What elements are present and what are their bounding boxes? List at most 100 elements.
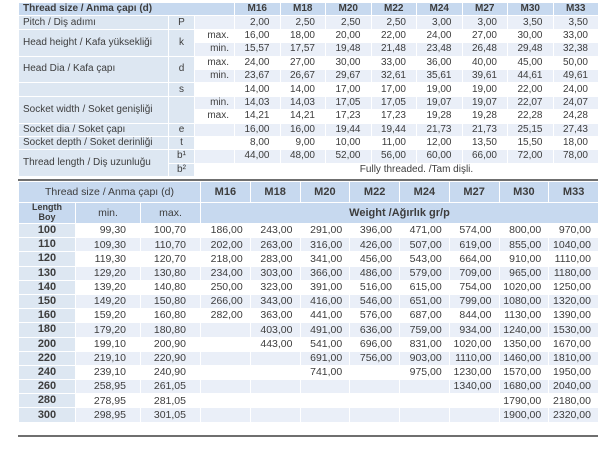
weight-value: 1130,00: [498, 308, 550, 324]
spec-symbol: t: [168, 135, 195, 151]
spec-value: 33,00: [370, 55, 417, 70]
spec-row: Head height / Kafa yüksekliği k max. 16,00 1…: [18, 28, 599, 57]
spec-value: 8,00: [234, 135, 281, 151]
size-header: M24: [399, 181, 450, 203]
weight-value: [249, 393, 301, 409]
weight-value: 855,00: [498, 237, 550, 253]
length-column-header-tr: Boy: [38, 212, 56, 222]
weight-row: 180 179,20 180,80 403,00 491,00 636,00 759,00 9…: [18, 322, 599, 338]
spec-value: 40,00: [461, 55, 508, 70]
weight-value: 250,00: [200, 279, 251, 295]
spec-value: 19,00: [461, 82, 508, 97]
weight-value: 965,00: [498, 265, 550, 281]
length-column-header-en: Length: [32, 202, 62, 213]
spec-span-note: Fully threaded. /Tam dişli.: [234, 162, 599, 178]
weight-value: 1020,00: [448, 336, 500, 352]
weight-value: [399, 393, 450, 409]
spec-value: 35,61: [416, 68, 463, 84]
spec-symbol: b¹: [168, 149, 195, 164]
min-cell: 219,10: [75, 350, 141, 366]
weight-row: 300 298,95 301,05 1900,00 2320,00: [18, 407, 599, 423]
spec-row: Socket width / Soket genişliği min. 14,03 1…: [18, 95, 599, 124]
weight-value: 1390,00: [548, 308, 599, 324]
length-cell: 160: [18, 308, 76, 324]
length-cell: 220: [18, 350, 76, 366]
max-cell: 281,05: [140, 393, 201, 409]
spec-row-label: Socket depth / Soket derinliği: [18, 135, 169, 151]
weight-value: [399, 379, 450, 395]
spec-row-label: Socket width / Soket genişliği: [18, 95, 169, 124]
weight-value: 844,00: [448, 308, 500, 324]
weight-value: 619,00: [448, 237, 500, 253]
spec-value: 30,00: [325, 55, 372, 70]
weight-value: 759,00: [399, 322, 450, 338]
weight-header-row: Thread size / Anma çapı (d) M16 M18 M20 M22…: [18, 181, 599, 203]
weight-value: 1240,00: [498, 322, 550, 338]
min-cell: 179,20: [75, 322, 141, 338]
weight-value: 1020,00: [498, 279, 550, 295]
spec-value: 72,00: [507, 149, 554, 164]
spec-value: 2,00: [234, 15, 281, 30]
max-cell: 120,70: [140, 251, 201, 267]
weight-value: 636,00: [349, 322, 400, 338]
weight-value: 303,00: [249, 265, 301, 281]
weight-value: 263,00: [249, 237, 301, 253]
size-header: M20: [325, 1, 372, 17]
spec-value: 48,00: [279, 149, 326, 164]
spec-value: 11,00: [370, 135, 417, 151]
spec-value: 33,00: [552, 28, 599, 44]
spec-value: 27,00: [461, 28, 508, 44]
weight-value: 1350,00: [498, 336, 550, 352]
spec-symbol: k: [168, 28, 195, 57]
weight-value: 579,00: [399, 265, 450, 281]
spec-value: 12,00: [416, 135, 463, 151]
spec-value: 22,00: [507, 82, 554, 97]
spec-value: 14,03: [279, 95, 326, 111]
weight-value: 234,00: [200, 265, 251, 281]
weight-value: 282,00: [200, 308, 251, 324]
min-cell: 109,30: [75, 237, 141, 253]
weight-value: 831,00: [399, 336, 450, 352]
size-header: M18: [249, 181, 301, 203]
weight-value: [349, 364, 400, 381]
size-header: M16: [234, 1, 281, 17]
spec-value: 32,61: [370, 68, 417, 84]
spec-row-label: Socket dia / Soket çapı: [18, 122, 169, 137]
max-cell: 200,90: [140, 336, 201, 352]
spec-symbol: P: [168, 15, 195, 30]
spec-value: 17,57: [279, 42, 326, 57]
weight-value: 507,00: [399, 237, 450, 253]
spec-value: 13,50: [461, 135, 508, 151]
weight-value: [200, 322, 251, 338]
weight-row: 100 99,30 100,70 186,00 243,00 291,00 396,00 47…: [18, 222, 599, 239]
weight-value: 291,00: [299, 222, 351, 239]
spec-row: Thread length / Diş uzunluğu b¹ 44,00 48,00…: [18, 149, 599, 178]
weight-row: 150 149,20 150,80 266,00 343,00 416,00 546,00 6…: [18, 293, 599, 310]
length-cell: 260: [18, 379, 76, 395]
weight-value: 975,00: [399, 364, 450, 381]
weight-value: 696,00: [349, 336, 400, 352]
spec-value: 19,44: [370, 122, 417, 137]
spec-value: 49,61: [552, 68, 599, 84]
weight-value: 2180,00: [548, 393, 599, 409]
spec-value: 19,44: [325, 122, 372, 137]
spec-row: s 14,00 14,00 17,00 17,00 19,00 19,00 22,00 24,0…: [18, 82, 599, 97]
spec-value: 3,00: [461, 15, 508, 30]
min-column-header: min.: [75, 202, 141, 224]
weight-value: 709,00: [448, 265, 500, 281]
spec-value: 17,00: [370, 82, 417, 97]
spec-value: 19,48: [325, 42, 372, 57]
weight-value: 1570,00: [498, 364, 550, 381]
weight-value: 1080,00: [498, 293, 550, 310]
spec-value: 18,00: [279, 28, 326, 44]
weight-value: 664,00: [448, 251, 500, 267]
weight-value: 403,00: [249, 322, 301, 338]
size-header: M33: [548, 181, 599, 203]
weight-value: [249, 350, 301, 366]
spec-row: Socket dia / Soket çapı e 16,00 16,00 19,44 1…: [18, 122, 599, 137]
length-cell: 100: [18, 222, 76, 239]
weight-value: [299, 393, 351, 409]
spec-row: Socket depth / Soket derinliği t 8,00 9,00 1…: [18, 135, 599, 151]
weight-value: 323,00: [249, 279, 301, 295]
max-cell: 110,70: [140, 237, 201, 253]
